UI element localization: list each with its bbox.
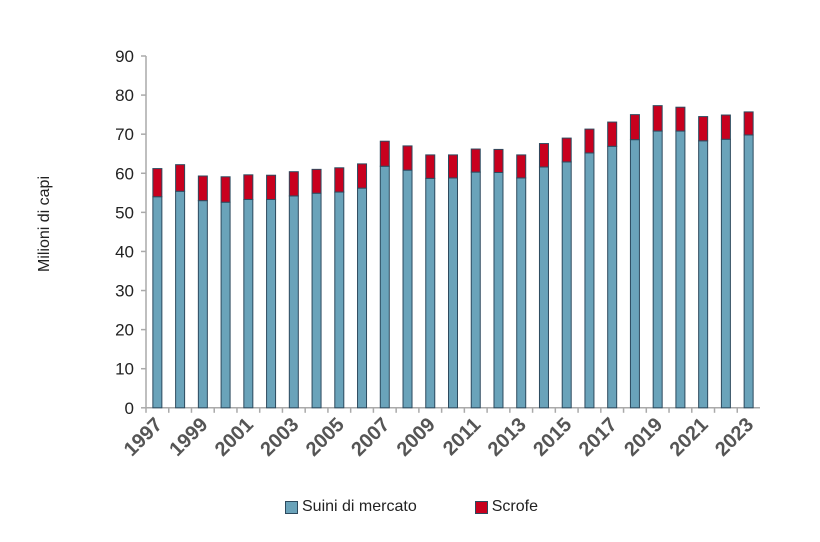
bar-scrofe-2013	[516, 154, 527, 179]
x-tick-label: 2021	[666, 414, 713, 461]
x-tick-label: 2001	[211, 414, 258, 461]
bar-suini-2020	[675, 130, 686, 409]
bar-suini-2022	[720, 138, 731, 409]
legend: Suini di mercato Scrofe	[285, 498, 538, 516]
bar-suini-2002	[266, 198, 277, 409]
bar-scrofe-2022	[720, 114, 731, 140]
bar-suini-2009	[425, 177, 436, 409]
bar-suini-2005	[334, 191, 345, 409]
bar-suini-2018	[629, 139, 640, 409]
y-tick-label: 50	[115, 203, 134, 222]
bar-scrofe-2005	[334, 167, 345, 193]
bar-scrofe-2000	[220, 176, 231, 203]
y-tick-label: 0	[125, 399, 134, 418]
bar-suini-1997	[152, 196, 163, 409]
bar-suini-2001	[243, 198, 254, 409]
legend-item-scrofe: Scrofe	[474, 498, 538, 516]
bar-suini-2000	[220, 201, 231, 409]
bar-scrofe-2003	[288, 171, 299, 197]
bar-suini-1998	[175, 190, 186, 409]
bar-scrofe-2001	[243, 174, 254, 200]
x-tick-label: 2017	[575, 414, 622, 461]
bar-suini-2014	[538, 166, 549, 409]
legend-item-suini: Suini di mercato	[285, 498, 417, 516]
bar-suini-2021	[698, 140, 709, 409]
legend-swatch-suini	[285, 500, 298, 514]
bar-scrofe-2021	[698, 116, 709, 142]
bar-scrofe-2012	[493, 148, 504, 173]
legend-swatch-scrofe	[474, 500, 488, 514]
bar-suini-2017	[607, 145, 618, 409]
bar-suini-2006	[357, 187, 368, 409]
bar-scrofe-2016	[584, 128, 595, 154]
x-tick-label: 2009	[393, 414, 440, 461]
y-tick-label: 90	[115, 47, 134, 66]
bar-scrofe-1997	[152, 168, 163, 198]
legend-label-scrofe: Scrofe	[491, 498, 538, 515]
y-tick-label: 60	[115, 164, 134, 183]
bar-scrofe-2009	[425, 154, 436, 179]
bar-scrofe-2010	[448, 154, 458, 179]
x-tick-label: 1999	[165, 414, 212, 461]
bar-suini-2007	[379, 165, 390, 409]
bar-suini-2019	[652, 130, 663, 409]
y-tick-label: 80	[115, 86, 134, 105]
bar-suini-2008	[402, 169, 413, 409]
bar-suini-2016	[584, 152, 595, 409]
y-tick-label: 70	[115, 125, 134, 144]
bar-scrofe-2019	[652, 105, 663, 132]
bar-suini-2004	[311, 192, 322, 409]
bar-suini-2011	[470, 171, 481, 409]
y-axis-label: Milioni di capi	[36, 175, 53, 273]
y-tick-label: 20	[115, 321, 134, 340]
bar-scrofe-2008	[402, 145, 413, 171]
x-tick-label: 2023	[711, 414, 758, 461]
bar-suini-2013	[516, 177, 527, 409]
bar-scrofe-2014	[538, 143, 549, 168]
bar-scrofe-2023	[743, 111, 754, 136]
y-tick-label: 10	[115, 360, 134, 379]
y-tick-label: 30	[115, 282, 134, 301]
bar-suini-2003	[288, 195, 299, 409]
bar-suini-2010	[448, 177, 458, 409]
bar-suini-1999	[197, 200, 208, 409]
bar-scrofe-2004	[311, 168, 322, 194]
x-tick-label: 2013	[484, 414, 531, 461]
y-tick-label: 40	[115, 242, 134, 261]
bar-scrofe-1998	[175, 164, 186, 192]
x-tick-label: 2005	[302, 414, 349, 461]
bar-scrofe-2018	[629, 114, 640, 141]
bar-suini-2012	[493, 171, 504, 409]
x-tick-label: 2003	[256, 414, 303, 461]
bar-scrofe-2011	[470, 148, 481, 173]
x-tick-label: 2011	[439, 414, 485, 460]
bar-suini-2023	[743, 134, 754, 409]
bar-scrofe-2006	[357, 163, 368, 189]
x-tick-label: 2015	[529, 414, 576, 461]
x-tick-label: 2019	[620, 414, 667, 461]
legend-label-suini: Suini di mercato	[302, 498, 417, 515]
bar-scrofe-2020	[675, 106, 686, 132]
x-tick-label: 2007	[347, 414, 394, 461]
bar-scrofe-2015	[561, 137, 572, 163]
bar-suini-2015	[561, 161, 572, 409]
x-tick-label: 1997	[120, 414, 167, 461]
bar-scrofe-2007	[379, 140, 390, 167]
bar-scrofe-2002	[266, 174, 277, 200]
bar-scrofe-1999	[197, 175, 208, 202]
bar-scrofe-2017	[607, 121, 618, 147]
